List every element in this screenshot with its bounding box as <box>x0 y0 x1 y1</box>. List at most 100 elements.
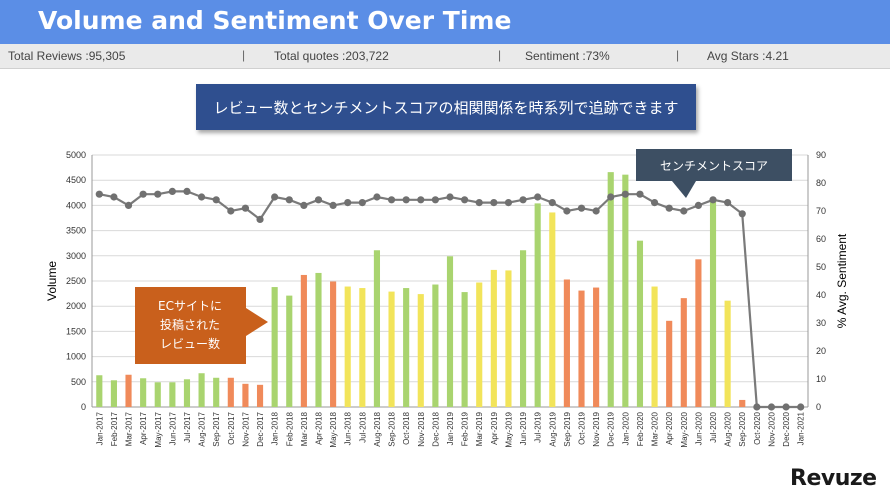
sentiment-point <box>183 187 191 195</box>
sentiment-point <box>124 201 133 209</box>
stat-total-reviews: Total Reviews :95,305 <box>8 49 126 63</box>
bar <box>651 286 658 407</box>
stats-bar: Total Reviews :95,305 | Total quotes :20… <box>0 44 890 69</box>
x-tick-label: Apr-2018 <box>314 411 323 444</box>
reviews-callout-line: ECサイトに <box>158 299 222 313</box>
bar <box>315 272 322 407</box>
x-tick-label: Jan-2020 <box>621 411 630 445</box>
bar <box>476 282 483 407</box>
y-tick-label: 500 <box>71 377 86 387</box>
y2-tick-label: 20 <box>816 346 826 356</box>
x-tick-label: Jun-2019 <box>519 411 528 445</box>
x-tick-label: Jun-2017 <box>168 411 177 445</box>
sentiment-point <box>139 190 147 198</box>
y2-tick-label: 70 <box>816 206 826 216</box>
y2-tick-label: 40 <box>816 290 826 300</box>
y2-axis-title: % Avg. Sentiment <box>835 233 849 328</box>
page-title: Volume and Sentiment Over Time <box>38 6 512 35</box>
sentiment-point <box>592 207 600 215</box>
y2-tick-label: 0 <box>816 402 821 412</box>
sentiment-point <box>636 190 644 198</box>
y-tick-label: 1500 <box>66 326 86 336</box>
sentiment-point <box>387 196 396 204</box>
bar <box>461 292 468 407</box>
sentiment-point <box>753 403 761 411</box>
x-tick-label: Nov-2020 <box>767 411 776 446</box>
x-tick-label: Jun-2018 <box>344 411 353 445</box>
sentiment-point <box>607 193 615 201</box>
y2-tick-label: 30 <box>816 318 826 328</box>
sentiment-point <box>797 403 805 411</box>
y-tick-label: 1000 <box>66 352 86 362</box>
bar <box>446 256 454 407</box>
sentiment-point <box>782 403 790 411</box>
y-tick-label: 5000 <box>66 150 86 160</box>
sentiment-point <box>329 201 337 209</box>
bar <box>198 373 205 407</box>
sentiment-point <box>621 190 629 198</box>
reviews-callout-line: レビュー数 <box>160 336 220 351</box>
sentiment-point <box>577 204 586 212</box>
x-tick-label: Sep-2019 <box>563 411 572 446</box>
x-tick-label: Feb-2019 <box>461 411 470 446</box>
x-tick-label: Feb-2020 <box>636 411 645 446</box>
x-tick-label: Jul-2020 <box>709 411 718 442</box>
x-tick-label: May-2019 <box>504 411 513 447</box>
x-tick-label: Feb-2018 <box>285 411 294 446</box>
x-tick-label: Jan-2021 <box>797 411 806 445</box>
bar <box>403 288 410 407</box>
sentiment-point <box>197 193 206 201</box>
bar <box>593 287 600 407</box>
y-tick-label: 3000 <box>66 251 86 261</box>
y2-tick-label: 50 <box>816 262 826 272</box>
sentiment-point <box>490 199 498 207</box>
bar <box>344 286 351 407</box>
x-tick-label: Sep-2017 <box>212 411 221 446</box>
x-tick-label: Dec-2020 <box>782 411 791 446</box>
bar <box>125 374 132 407</box>
x-tick-label: Aug-2018 <box>373 411 382 446</box>
x-tick-label: Jan-2019 <box>446 411 455 445</box>
x-tick-label: May-2017 <box>154 411 163 447</box>
y-tick-label: 0 <box>81 402 86 412</box>
bar <box>709 200 717 407</box>
reviews-callout-line: 投稿された <box>160 317 220 332</box>
y-tick-label: 3500 <box>66 226 86 236</box>
sentiment-point <box>680 207 688 215</box>
sentiment-point <box>548 199 556 207</box>
x-tick-label: Aug-2017 <box>198 411 207 446</box>
volume-sentiment-chart: 0500100015002000250030003500400045005000… <box>45 149 849 448</box>
x-tick-label: Nov-2019 <box>592 411 601 446</box>
bar <box>607 172 614 407</box>
bar <box>695 259 702 407</box>
sentiment-point <box>431 196 439 204</box>
sentiment-point <box>168 187 176 195</box>
stat-avg-stars: Avg Stars :4.21 <box>707 49 789 63</box>
sentiment-point <box>227 207 235 215</box>
bar <box>417 294 424 407</box>
sentiment-point <box>314 196 323 204</box>
bar <box>154 382 161 407</box>
sentiment-point <box>271 193 279 201</box>
x-tick-label: Aug-2020 <box>724 411 733 446</box>
sentiment-point <box>446 193 454 201</box>
sentiment-point <box>738 210 746 218</box>
sentiment-point <box>373 193 381 201</box>
header-bar: Volume and Sentiment Over Time <box>0 0 890 44</box>
x-tick-label: Nov-2017 <box>241 411 250 446</box>
x-tick-label: Jul-2019 <box>534 411 543 442</box>
bar <box>505 270 512 407</box>
bar <box>242 383 249 407</box>
y2-tick-label: 80 <box>816 178 826 188</box>
y-tick-label: 4000 <box>66 200 86 210</box>
sentiment-point <box>563 207 571 215</box>
x-tick-label: Jul-2018 <box>358 411 367 442</box>
sentiment-point <box>665 204 673 212</box>
x-tick-label: Dec-2018 <box>431 411 440 446</box>
sentiment-point <box>256 215 264 223</box>
revuze-logo: Revuze <box>790 466 877 491</box>
stat-sentiment: Sentiment :73% <box>525 49 610 63</box>
sentiment-point <box>767 403 776 411</box>
x-tick-label: Oct-2019 <box>578 411 587 444</box>
stat-total-quotes: Total quotes :203,722 <box>274 49 389 63</box>
